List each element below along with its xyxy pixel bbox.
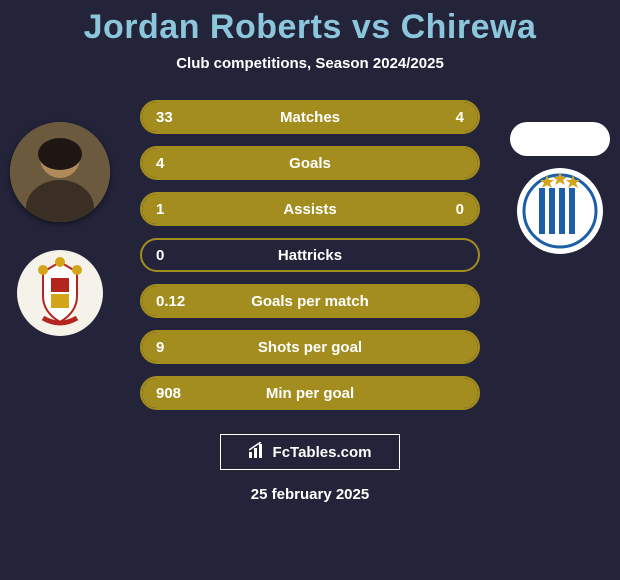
stat-label: Matches — [142, 109, 478, 126]
stats-list: 33Matches4 4Goals 1Assists0 0Hattricks 0.12G… — [0, 100, 620, 422]
stat-label: Goals per match — [142, 293, 478, 310]
date-label: 25 february 2025 — [251, 486, 369, 503]
stat-row: 9Shots per goal — [140, 330, 480, 364]
stat-label: Shots per goal — [142, 339, 478, 356]
stat-label: Goals — [142, 155, 478, 172]
chart-icon — [249, 442, 267, 462]
stat-row: 0Hattricks — [140, 238, 480, 272]
footer: FcTables.com 25 february 2025 — [220, 434, 400, 503]
stat-row: 33Matches4 — [140, 100, 480, 134]
source-label: FcTables.com — [273, 444, 372, 461]
stat-row: 1Assists0 — [140, 192, 480, 226]
stat-label: Min per goal — [142, 385, 478, 402]
source-badge[interactable]: FcTables.com — [220, 434, 400, 470]
stat-label: Assists — [142, 201, 478, 218]
stat-row: 4Goals — [140, 146, 480, 180]
stat-row: 0.12Goals per match — [140, 284, 480, 318]
stat-label: Hattricks — [142, 247, 478, 264]
page-subtitle: Club competitions, Season 2024/2025 — [176, 55, 444, 72]
comparison-card: Jordan Roberts vs Chirewa Club competiti… — [0, 0, 620, 580]
page-title: Jordan Roberts vs Chirewa — [84, 8, 537, 47]
stat-row: 908Min per goal — [140, 376, 480, 410]
